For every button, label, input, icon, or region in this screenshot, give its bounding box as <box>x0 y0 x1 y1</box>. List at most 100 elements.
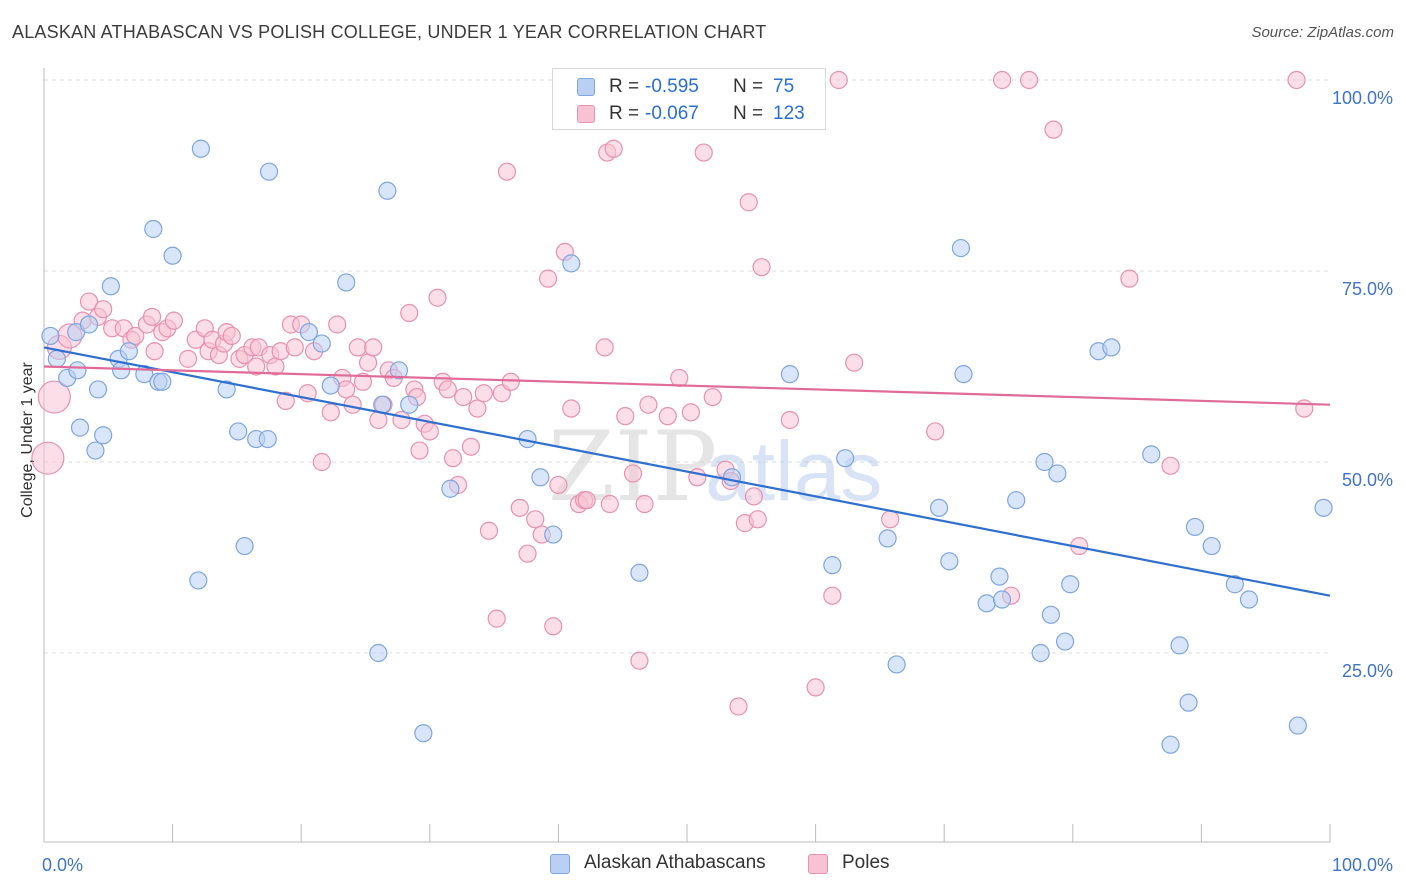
data-point <box>222 326 241 346</box>
data-point <box>748 510 767 529</box>
legend-r-value: -0.595 <box>645 76 699 97</box>
data-point <box>378 181 397 200</box>
data-point <box>41 326 60 346</box>
data-point <box>1287 70 1306 90</box>
data-point <box>364 338 383 357</box>
data-point <box>954 365 973 384</box>
data-point <box>845 353 864 372</box>
data-point <box>658 407 677 426</box>
data-point <box>562 254 581 273</box>
data-point <box>312 452 331 472</box>
data-point <box>929 498 949 517</box>
data-point <box>881 510 900 529</box>
data-point <box>577 491 596 510</box>
data-point <box>348 338 367 357</box>
data-point <box>600 494 619 514</box>
data-point <box>299 323 319 342</box>
data-point <box>164 311 183 330</box>
legend-n-label: N = <box>733 76 764 97</box>
data-point <box>1202 536 1221 556</box>
data-point <box>153 372 172 391</box>
data-point <box>1007 491 1026 510</box>
trend-line-alaskan-athabascans <box>43 346 1331 597</box>
data-point <box>977 594 996 613</box>
data-point <box>358 353 378 372</box>
chart-title: ALASKAN ATHABASCAN VS POLISH COLLEGE, UN… <box>12 22 767 42</box>
data-point <box>990 567 1009 586</box>
legend-label: Alaskan Athabascans <box>584 852 766 873</box>
data-point <box>369 643 388 663</box>
data-point <box>887 655 906 674</box>
data-point <box>562 399 581 418</box>
data-point <box>604 139 623 158</box>
data-point <box>70 418 90 437</box>
data-point <box>285 338 304 357</box>
data-point <box>217 380 236 399</box>
data-point <box>1239 590 1259 609</box>
trend-line-poles <box>43 365 1331 406</box>
data-point <box>940 552 959 571</box>
legend-r-value: -0.067 <box>645 103 699 124</box>
data-point <box>400 395 419 414</box>
legend-label: Poles <box>842 852 890 873</box>
data-point <box>595 338 614 357</box>
data-point <box>744 487 763 506</box>
legend-r-label: R = <box>609 103 640 124</box>
data-point <box>531 468 550 487</box>
data-point <box>926 422 945 441</box>
data-point <box>544 617 563 636</box>
data-point <box>681 403 700 422</box>
legend-row-alaskan-athabascans: R = -0.595 N = 75 <box>553 75 825 99</box>
data-point <box>703 387 722 407</box>
data-point <box>1185 517 1205 537</box>
data-point <box>1170 636 1189 655</box>
data-point <box>461 437 481 456</box>
y-tick-label: 100.0% <box>1332 88 1393 108</box>
data-point <box>337 273 356 292</box>
data-point <box>79 292 99 311</box>
data-point <box>86 441 105 460</box>
data-point <box>101 277 120 296</box>
data-point <box>518 544 537 563</box>
data-point <box>616 407 635 426</box>
source-label: Source: ZipAtlas.com <box>1251 24 1394 41</box>
data-point <box>191 139 210 158</box>
x-tick-label: 0.0% <box>42 855 83 875</box>
data-point <box>823 586 842 605</box>
data-point <box>992 590 1012 609</box>
data-point <box>1295 399 1314 418</box>
data-point <box>630 563 649 582</box>
data-point <box>235 536 254 556</box>
data-point <box>639 395 658 414</box>
data-point <box>259 162 279 181</box>
data-point <box>823 556 842 575</box>
y-axis-title-wrap: College, Under 1 year <box>16 160 40 720</box>
data-point <box>229 422 248 441</box>
data-point <box>414 724 433 743</box>
data-point <box>337 380 356 399</box>
data-point <box>88 380 108 399</box>
data-point <box>37 380 71 414</box>
data-point <box>497 162 517 181</box>
data-point <box>878 529 897 548</box>
data-point <box>1102 338 1121 357</box>
data-point <box>526 510 545 529</box>
data-point <box>1288 716 1307 735</box>
data-point <box>780 410 799 430</box>
data-point <box>1161 735 1180 754</box>
data-point <box>389 361 409 380</box>
data-point <box>258 429 277 449</box>
data-point <box>343 395 362 414</box>
data-point <box>178 349 198 368</box>
data-point <box>189 571 208 590</box>
data-point <box>454 387 473 407</box>
data-point <box>951 238 971 258</box>
data-point <box>392 410 411 430</box>
legend-n-value: 123 <box>773 103 805 124</box>
data-point <box>353 372 373 391</box>
data-point <box>510 498 529 517</box>
data-point <box>1031 643 1050 663</box>
trend-lines <box>43 346 1331 597</box>
data-point <box>443 449 463 468</box>
data-point <box>276 391 295 410</box>
